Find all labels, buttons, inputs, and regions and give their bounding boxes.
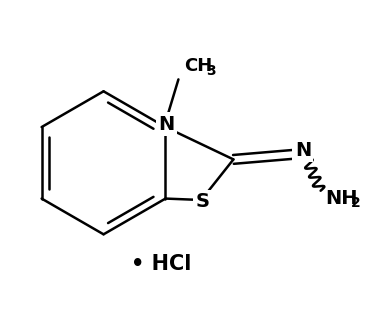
Text: N: N: [295, 141, 311, 160]
Text: 3: 3: [206, 64, 215, 77]
Text: 2: 2: [351, 196, 361, 210]
Text: S: S: [196, 192, 210, 211]
Text: NH: NH: [325, 189, 358, 208]
Text: • HCl: • HCl: [131, 254, 192, 274]
Text: N: N: [159, 115, 175, 134]
Text: CH: CH: [184, 57, 212, 76]
